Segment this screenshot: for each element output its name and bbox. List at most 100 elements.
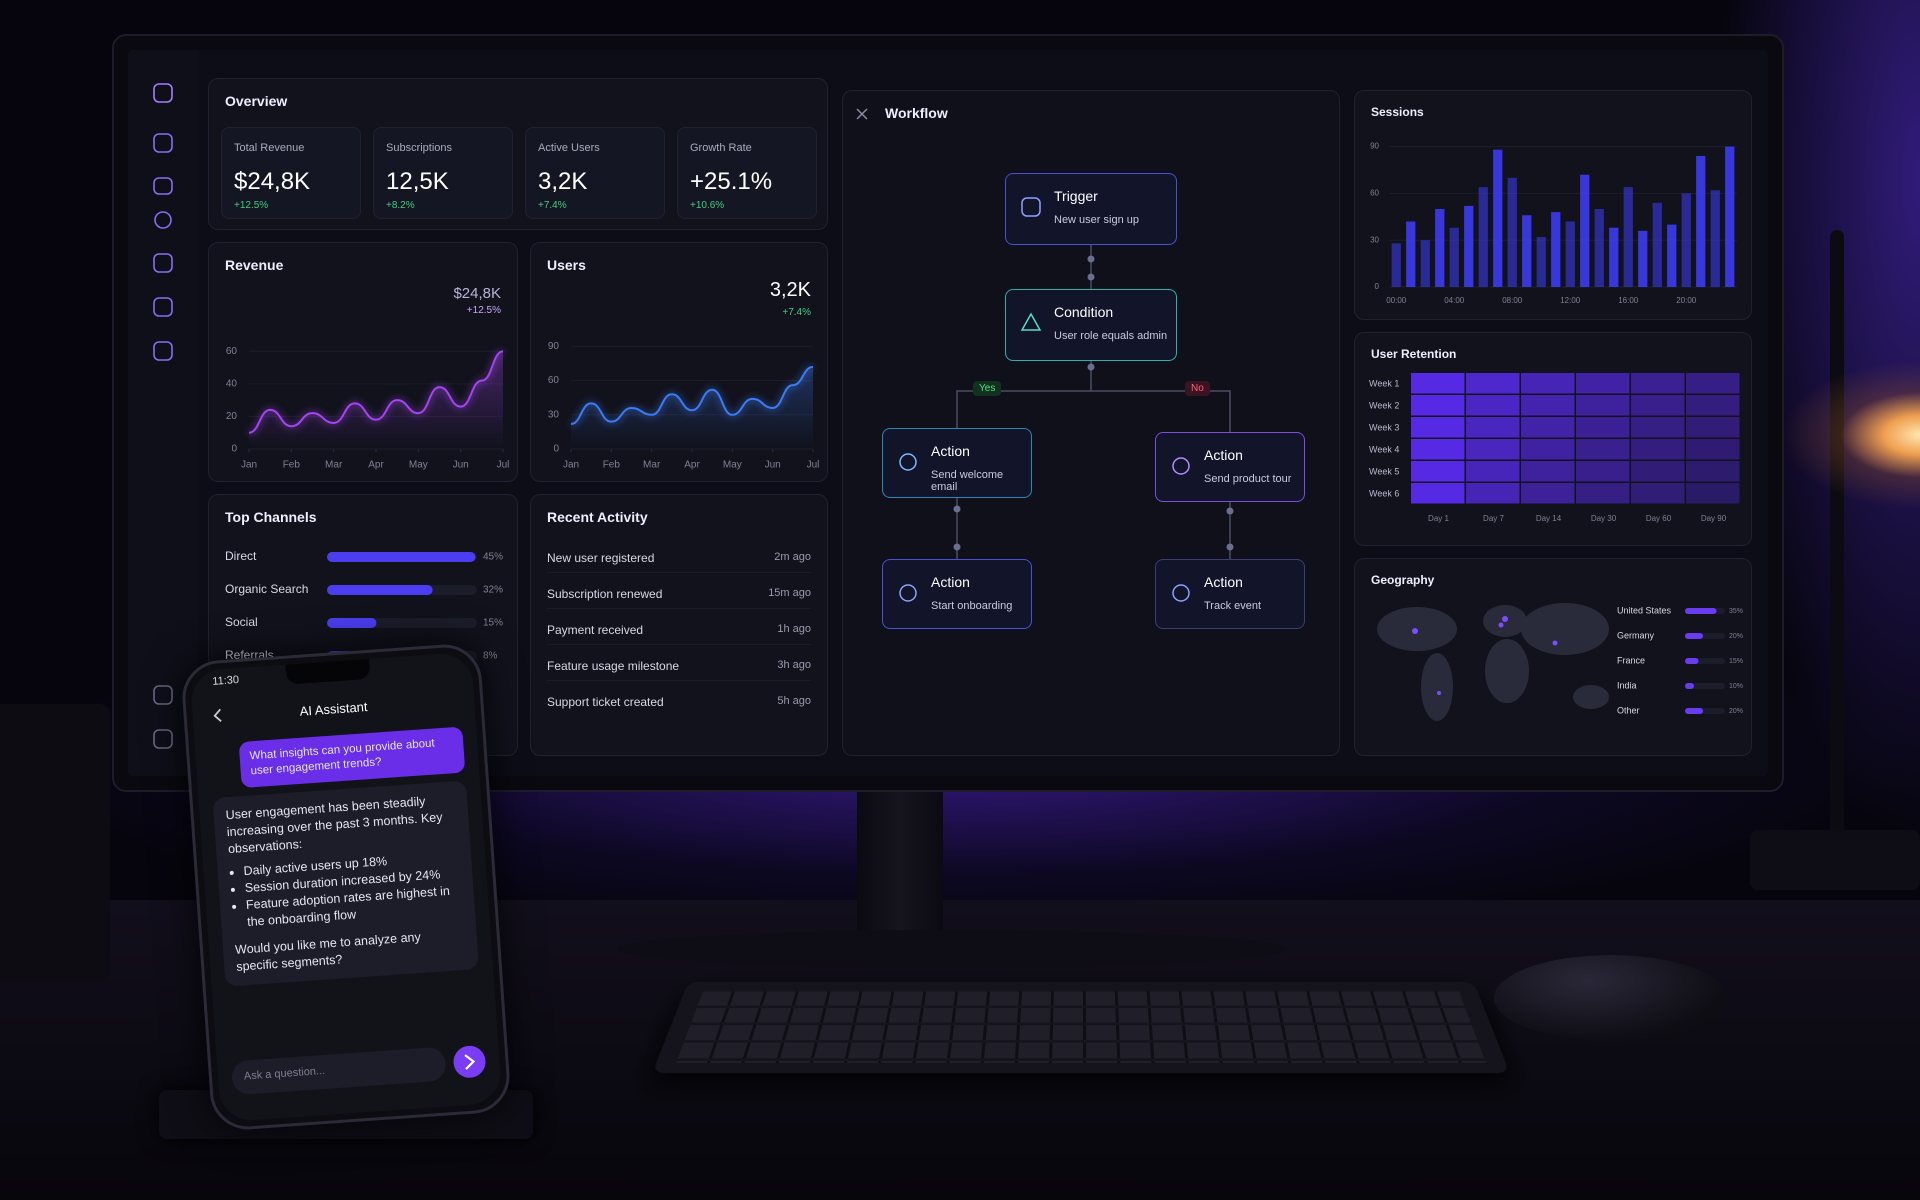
- bar: [1464, 205, 1474, 287]
- x-tick-label: 04:00: [1444, 296, 1465, 305]
- workflow-node[interactable]: Condition User role equals admin: [1005, 289, 1177, 361]
- node-icon: [1172, 584, 1190, 602]
- panel-title: Workflow: [885, 105, 948, 121]
- row-label: Week 4: [1369, 444, 1399, 454]
- x-tick-label: Jan: [563, 460, 579, 471]
- lamp-base: [1750, 830, 1920, 890]
- row-label: Week 5: [1369, 466, 1399, 476]
- x-tick-label: Mar: [643, 460, 661, 471]
- activity-time: 15m ago: [768, 587, 811, 599]
- x-tick-label: 08:00: [1502, 296, 1523, 305]
- node-icon: [1021, 197, 1041, 217]
- heat-cell: [1411, 483, 1465, 504]
- panel-title: Users: [547, 257, 586, 273]
- workflow-node[interactable]: Action Track event: [1155, 559, 1305, 629]
- activity-text: Subscription renewed: [547, 587, 663, 601]
- nav-icon[interactable]: [153, 297, 173, 317]
- column-label: Day 60: [1646, 514, 1672, 523]
- panel-title: Top Channels: [225, 509, 317, 525]
- bar: [1478, 187, 1488, 287]
- bar: [1667, 224, 1677, 287]
- activity-row: New user registered 2m ago: [547, 543, 811, 573]
- workflow-node[interactable]: Action Send product tour: [1155, 432, 1305, 502]
- bar: [1391, 243, 1401, 287]
- bar: [1420, 240, 1430, 287]
- row-label: Week 2: [1369, 400, 1399, 410]
- workflow-panel: Workflow Yes No Trigger New user sign up …: [842, 90, 1340, 756]
- workflow-node[interactable]: Trigger New user sign up: [1005, 173, 1177, 245]
- assistant-reply: User engagement has been steadily increa…: [212, 780, 480, 987]
- heat-cell: [1411, 439, 1465, 460]
- phone-screen: 11:30 AI Assistant What insights can you…: [189, 651, 503, 1123]
- close-button[interactable]: [855, 107, 869, 121]
- lamp-light: [1780, 360, 1920, 510]
- bar: [1725, 146, 1735, 287]
- workflow-node[interactable]: Action Send welcome email: [882, 428, 1032, 498]
- x-tick-label: Jun: [453, 460, 469, 471]
- back-button[interactable]: [210, 707, 225, 724]
- activity-text: Feature usage milestone: [547, 659, 680, 673]
- activity-text: Support ticket created: [547, 695, 664, 709]
- row-label: Week 3: [1369, 422, 1399, 432]
- node-title: Action: [1204, 447, 1243, 463]
- sessions-chart: 0 30 60 90 00:00 04:00 08:00 12:00 16:00 20:00: [1370, 142, 1737, 305]
- heat-cell: [1631, 439, 1685, 460]
- lamp-arm: [1830, 230, 1844, 850]
- node-title: Action: [1204, 574, 1243, 590]
- connector: [956, 361, 1231, 432]
- value-label: 32%: [483, 585, 503, 596]
- heat-cell: [1686, 461, 1740, 482]
- nav-icon[interactable]: [153, 253, 173, 273]
- heat-cell: [1576, 395, 1630, 416]
- kpi-change: +12.5%: [234, 200, 269, 211]
- nav-icon[interactable]: [153, 83, 173, 103]
- line: [570, 365, 814, 425]
- row-label: Week 1: [1369, 378, 1399, 388]
- chat-input[interactable]: Ask a question...: [230, 1046, 447, 1096]
- revenue-panel: Revenue $24,8K +12.5% 0 20 40 60 Jan Feb Mar Ap…: [208, 242, 518, 482]
- bar: [1681, 193, 1691, 287]
- heat-cell: [1631, 483, 1685, 504]
- heat-cell: [1411, 461, 1465, 482]
- sidebar-bg: [128, 50, 198, 776]
- heat-cell: [1466, 373, 1520, 394]
- mug: [0, 704, 110, 980]
- sessions-panel: Sessions 0 30 60 90 00:00 04:00 08:00 12:00 16:0…: [1354, 90, 1752, 320]
- activity-row: Subscription renewed 15m ago: [547, 579, 811, 609]
- value-label: 8%: [483, 651, 498, 662]
- kpi-card: Active Users 3,2K +7.4%: [525, 127, 665, 219]
- nav-icon[interactable]: [153, 685, 173, 705]
- value-label: 35%: [1729, 608, 1743, 615]
- nav-icon[interactable]: [154, 211, 172, 229]
- heat-cell: [1411, 395, 1465, 416]
- panel-title: Revenue: [225, 257, 284, 273]
- workflow-node[interactable]: Action Start onboarding: [882, 559, 1032, 629]
- kpi-change: +7.4%: [538, 200, 567, 211]
- panel-title: Geography: [1371, 573, 1435, 587]
- bar: [1623, 187, 1633, 287]
- nav-icon[interactable]: [153, 177, 173, 195]
- bar: [1696, 155, 1706, 287]
- bar: [327, 618, 377, 628]
- value-label: 45%: [483, 552, 503, 563]
- send-button[interactable]: [452, 1045, 486, 1079]
- heat-cell: [1521, 461, 1575, 482]
- heat-cell: [1411, 417, 1465, 438]
- revenue-chart: 0 20 40 60 Jan Feb Mar Apr May Jun Jul: [226, 346, 510, 471]
- users-chart: 0 30 60 90 Jan Feb Mar Apr May Jun Jul: [548, 341, 820, 471]
- world-map: [1377, 603, 1609, 721]
- nav-icon[interactable]: [153, 729, 173, 749]
- column-label: Day 90: [1701, 514, 1727, 523]
- node-title: Action: [931, 443, 970, 459]
- y-tick-label: 60: [226, 346, 238, 357]
- row-label: Week 6: [1369, 488, 1399, 498]
- bar: [1565, 221, 1575, 287]
- bar: [1507, 177, 1517, 287]
- nav-icon[interactable]: [153, 341, 173, 361]
- category-label: Social: [225, 615, 258, 629]
- activity-time: 3h ago: [777, 659, 811, 671]
- x-tick-label: Apr: [368, 460, 384, 471]
- header-change: +7.4%: [782, 307, 811, 318]
- workflow-connectors: [953, 245, 1234, 559]
- nav-icon[interactable]: [153, 133, 173, 153]
